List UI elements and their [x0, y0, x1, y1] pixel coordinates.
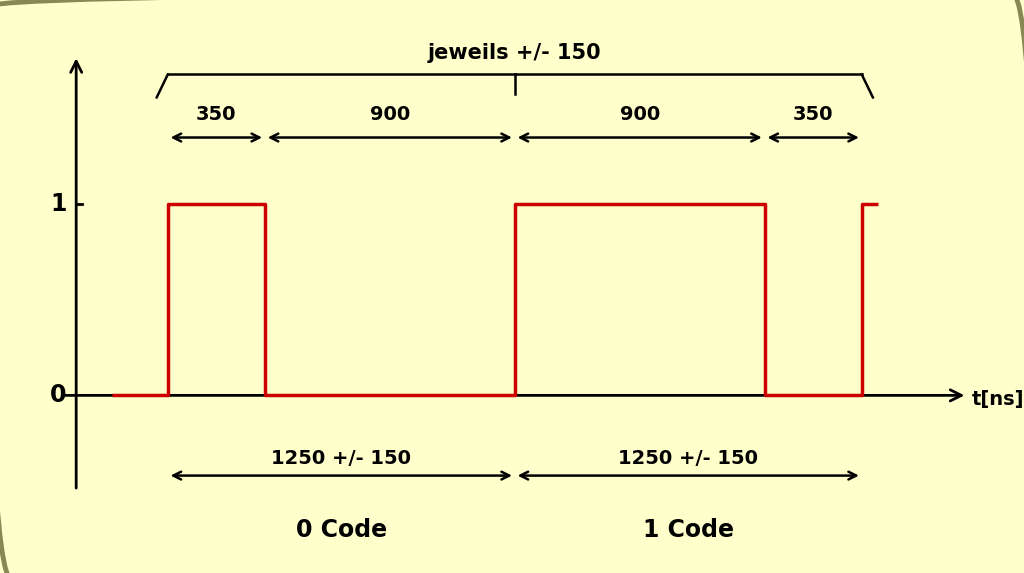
Text: 1250 +/- 150: 1250 +/- 150: [271, 449, 412, 468]
Text: 1250 +/- 150: 1250 +/- 150: [618, 449, 758, 468]
Text: 900: 900: [620, 105, 659, 124]
Text: 1: 1: [50, 193, 67, 217]
Text: 0: 0: [50, 383, 67, 407]
Text: 1 Code: 1 Code: [643, 517, 734, 541]
Text: t[ns]: t[ns]: [972, 390, 1024, 409]
Text: 900: 900: [370, 105, 410, 124]
Text: 350: 350: [793, 105, 834, 124]
Text: 350: 350: [197, 105, 237, 124]
Text: 0 Code: 0 Code: [296, 517, 387, 541]
Text: jeweils +/- 150: jeweils +/- 150: [428, 43, 601, 63]
